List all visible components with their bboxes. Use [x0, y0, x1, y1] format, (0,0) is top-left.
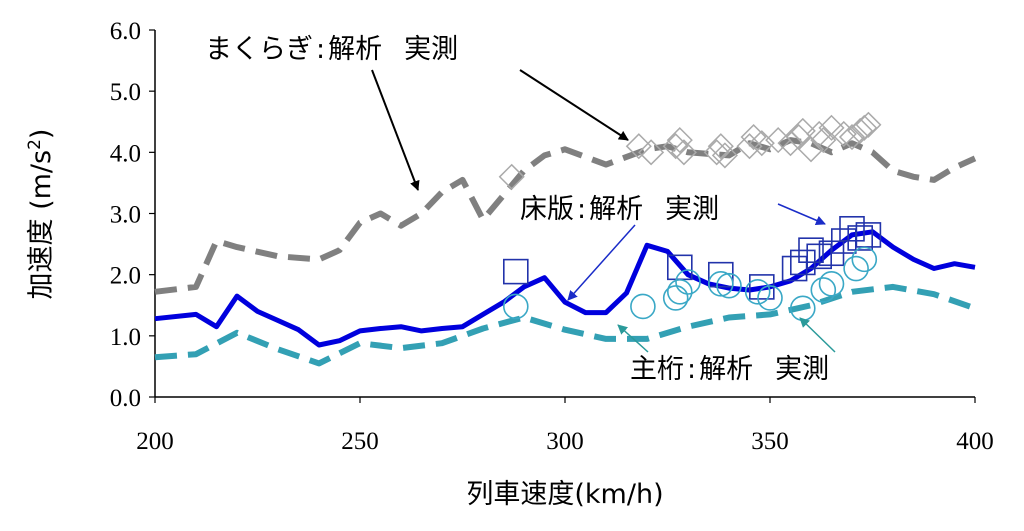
slab-analysis-line — [154, 229, 976, 348]
sleeper-measured-point — [662, 133, 689, 160]
arrow-sleeper-analysis — [371, 69, 420, 191]
x-axis-title: 列車速度(km/h) — [466, 479, 663, 510]
girder-measured-point — [716, 272, 742, 299]
series-layer — [154, 111, 977, 367]
slab-measured-point — [855, 222, 882, 248]
y-tick-label: 6.0 — [110, 18, 141, 45]
girder-measured-point — [851, 246, 878, 273]
sleeper-measured-point — [830, 120, 857, 148]
girder-measured-point — [630, 293, 656, 320]
girder-measured-point — [675, 269, 701, 295]
series-slab-analysis — [154, 229, 976, 348]
sleeper-measured-point — [670, 139, 697, 166]
sleeper-measured-point — [838, 123, 866, 151]
slab-measured-point — [502, 258, 529, 285]
x-tick-label: 350 — [751, 428, 789, 455]
sleeper-measured-point — [851, 114, 878, 141]
girder-measured-point — [707, 271, 734, 297]
annotation-girder: 主桁: 解析 実測 — [617, 317, 836, 385]
slab-measured-point — [847, 225, 874, 251]
annotation-girder-label: 主桁: 解析 実測 — [630, 354, 829, 385]
sleeper-measured-point — [855, 111, 882, 138]
y-tick-label: 1.0 — [110, 324, 141, 351]
x-tick-label: 400 — [956, 428, 994, 455]
girder-measured-point — [843, 255, 869, 282]
girder-analysis-line — [154, 283, 976, 367]
x-tick-label: 200 — [136, 428, 174, 455]
sleeper-measured-point — [498, 163, 525, 190]
sleeper-analysis-line — [154, 137, 977, 295]
y-tick-label: 0.0 — [110, 385, 141, 412]
annotation-slab-label: 床版: 解析 実測 — [520, 194, 719, 225]
series-slab-measured — [502, 215, 882, 300]
y-tick-label: 5.0 — [110, 79, 141, 106]
sleeper-measured-point — [707, 133, 734, 160]
series-sleeper-measured — [498, 111, 882, 190]
girder-measured-point — [810, 277, 837, 303]
sleeper-measured-point — [625, 133, 652, 160]
sleeper-measured-point — [638, 139, 665, 166]
girder-measured-point — [744, 278, 771, 305]
y-tick-label: 4.0 — [110, 140, 141, 167]
sleeper-measured-point — [785, 123, 812, 151]
sleeper-measured-point — [711, 142, 738, 169]
sleeper-measured-point — [806, 120, 833, 148]
slab-measured-point — [798, 237, 824, 263]
sleeper-measured-point — [810, 127, 837, 154]
girder-measured-point — [662, 285, 689, 311]
arrow-slab-analysis — [567, 224, 636, 301]
series-sleeper-analysis — [154, 137, 977, 295]
y-axis-title: 加速度 (m/s2) — [25, 129, 57, 300]
sleeper-measured-point — [666, 127, 693, 154]
arrow-slab-measured — [777, 203, 826, 226]
ticks-layer: 0.0 1.0 2.0 3.0 4.0 5.0 6.0 200 250 300 350 400 — [110, 18, 994, 455]
girder-measured-point — [502, 293, 529, 320]
slab-measured-point — [839, 215, 865, 242]
arrow-girder-measured — [799, 317, 836, 353]
x-tick-label: 300 — [546, 428, 584, 455]
sleeper-measured-point — [748, 130, 775, 157]
x-tick-label: 250 — [341, 428, 379, 455]
girder-measured-point — [666, 278, 693, 305]
sleeper-measured-point — [736, 133, 763, 160]
sleeper-measured-point — [818, 114, 845, 141]
arrow-sleeper-measured — [519, 69, 629, 141]
arrow-girder-analysis — [617, 324, 649, 353]
annotation-sleeper: まくらぎ: 解析 実測 — [205, 34, 629, 191]
annotation-sleeper-label: まくらぎ: 解析 実測 — [205, 34, 458, 65]
sleeper-measured-point — [789, 117, 816, 144]
girder-measured-point — [818, 271, 845, 297]
annotation-slab: 床版: 解析 実測 — [520, 194, 826, 301]
sleeper-measured-point — [703, 139, 730, 166]
y-tick-label: 3.0 — [110, 202, 141, 229]
sleeper-measured-point — [740, 123, 767, 151]
series-girder-analysis — [154, 283, 976, 367]
girder-measured-point — [757, 285, 783, 311]
y-tick-label: 2.0 — [110, 263, 141, 290]
